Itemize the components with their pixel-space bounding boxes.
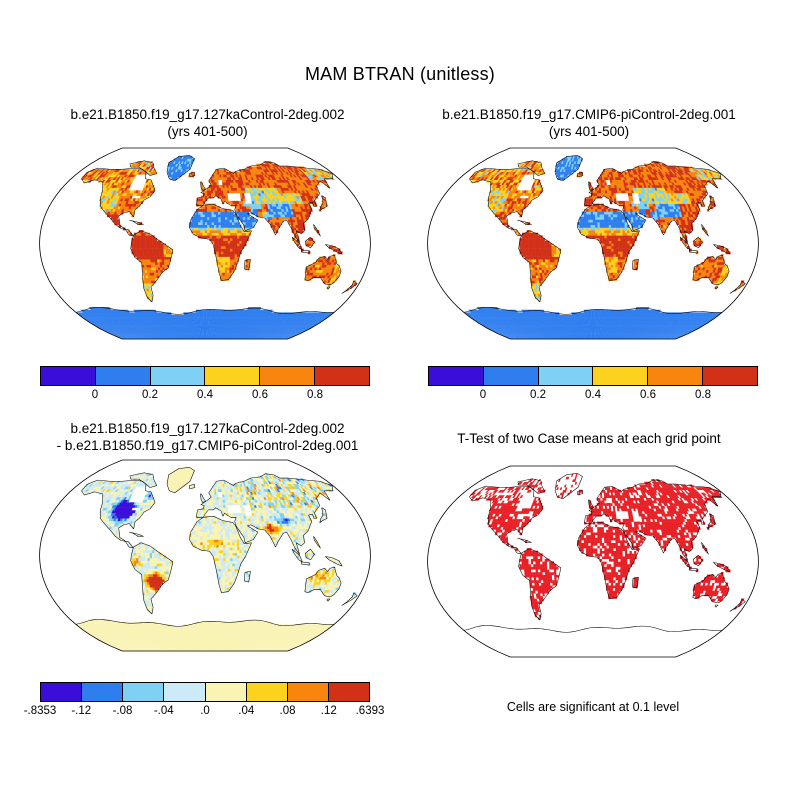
colorbar-segment — [204, 682, 247, 702]
colorbar-segment — [40, 682, 83, 702]
colorbar-tick-label: -.08 — [112, 705, 133, 717]
colorbar-difference: -.8353 -.12 -.08 -.04 .0 .04 .08 .12 .6393 — [24, 682, 385, 720]
colorbar-case1-bar — [40, 366, 370, 386]
colorbar-segment — [163, 682, 206, 702]
colorbar-difference-labels: -.8353 -.12 -.08 -.04 .0 .04 .08 .12 .6393 — [24, 705, 385, 720]
map-case2-canvas — [418, 146, 768, 341]
panel1-title: b.e21.B1850.f19_g17.127kaControl-2deg.00… — [15, 106, 400, 140]
colorbar-tick-label: .12 — [320, 705, 337, 717]
colorbar-tick-label: 0.4 — [197, 389, 213, 401]
colorbar-tick-label: .0 — [200, 705, 210, 717]
panel3-title-line2: - b.e21.B1850.f19_g17.CMIP6-piControl-2d… — [56, 438, 359, 453]
colorbar-case2-labels: 0 0.2 0.4 0.6 0.8 — [428, 389, 758, 404]
colorbar-tick-label: 0.8 — [695, 389, 711, 401]
colorbar-tick-label: 0.4 — [585, 389, 601, 401]
colorbar-case2: 0 0.2 0.4 0.6 0.8 — [428, 366, 758, 404]
colorbar-segment — [537, 366, 594, 386]
colorbar-case1-labels: 0 0.2 0.4 0.6 0.8 — [40, 389, 370, 404]
colorbar-segment — [204, 366, 261, 386]
colorbar-segment — [647, 366, 704, 386]
colorbar-segment — [482, 366, 539, 386]
colorbar-segment — [81, 682, 124, 702]
colorbar-case1: 0 0.2 0.4 0.6 0.8 — [40, 366, 370, 404]
panel3-title-line1: b.e21.B1850.f19_g17.127kaControl-2deg.00… — [70, 421, 345, 436]
map-difference-canvas — [30, 458, 380, 653]
colorbar-tick-label: 0.8 — [307, 389, 323, 401]
colorbar-tick-label: 0.6 — [252, 389, 268, 401]
map-ttest-canvas — [418, 464, 768, 659]
panel1-title-line2: (yrs 401-500) — [167, 124, 248, 139]
colorbar-tick-label: -.04 — [153, 705, 174, 717]
figure-title: MAM BTRAN (unitless) — [304, 64, 496, 84]
colorbar-case2-bar — [428, 366, 758, 386]
colorbar-segment — [314, 366, 370, 386]
panel3-title: b.e21.B1850.f19_g17.127kaControl-2deg.00… — [15, 420, 400, 454]
colorbar-difference-bar — [40, 682, 370, 702]
panel2-title-line1: b.e21.B1850.f19_g17.CMIP6-piControl-2deg… — [442, 107, 736, 122]
colorbar-tick-label: 0 — [479, 389, 487, 401]
panel2-title: b.e21.B1850.f19_g17.CMIP6-piControl-2deg… — [400, 106, 778, 140]
colorbar-tick-label: .6393 — [355, 705, 385, 717]
colorbar-segment — [122, 682, 165, 702]
colorbar-segment — [592, 366, 649, 386]
panel1-title-line1: b.e21.B1850.f19_g17.127kaControl-2deg.00… — [70, 107, 345, 122]
panel2-title-line2: (yrs 401-500) — [548, 124, 630, 139]
colorbar-tick-label: 0 — [91, 389, 99, 401]
colorbar-segment — [286, 682, 329, 702]
colorbar-segment — [245, 682, 288, 702]
colorbar-segment — [94, 366, 151, 386]
colorbar-tick-label: -.12 — [71, 705, 92, 717]
colorbar-tick-label: -.8353 — [23, 705, 57, 717]
colorbar-tick-label: .04 — [238, 705, 255, 717]
colorbar-tick-label: 0.6 — [640, 389, 656, 401]
colorbar-segment — [428, 366, 484, 386]
colorbar-segment — [40, 366, 96, 386]
colorbar-tick-label: 0.2 — [530, 389, 546, 401]
map-case1-canvas — [30, 146, 380, 341]
ttest-caption: Cells are significant at 0.1 level — [506, 700, 680, 714]
colorbar-tick-label: .08 — [279, 705, 296, 717]
colorbar-segment — [259, 366, 316, 386]
colorbar-segment — [149, 366, 206, 386]
colorbar-tick-label: 0.2 — [142, 389, 158, 401]
colorbar-segment — [702, 366, 758, 386]
panel4-title: T-Test of two Case means at each grid po… — [457, 431, 721, 446]
colorbar-segment — [327, 682, 370, 702]
